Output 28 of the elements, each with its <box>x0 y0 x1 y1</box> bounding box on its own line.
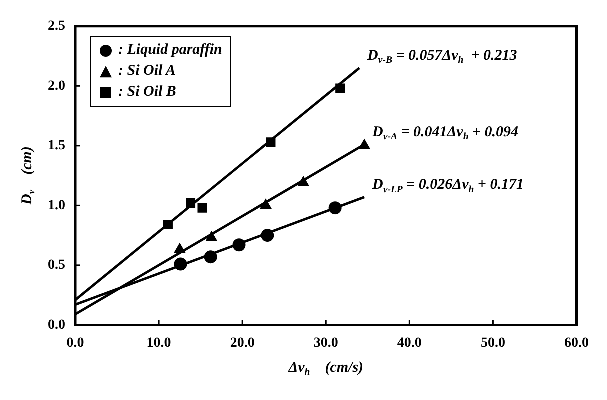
point <box>232 238 246 252</box>
point <box>328 202 342 215</box>
x-tick-label: 60.0 <box>564 336 589 352</box>
text: Dv (cm) <box>19 146 38 206</box>
legend-label: : Si Oil A <box>118 62 176 82</box>
x-tick-label: 10.0 <box>146 336 172 352</box>
y-tick-label: 2.0 <box>48 78 66 94</box>
x-tick-label: 30.0 <box>314 336 338 352</box>
legend-label: : Si Oil B <box>118 83 176 102</box>
x-tick-label: 20.0 <box>230 336 255 352</box>
point <box>260 199 272 210</box>
point <box>261 229 274 242</box>
x-tick-label: 50.0 <box>480 336 506 352</box>
point <box>336 84 346 94</box>
point <box>163 220 173 230</box>
x-tick-label: 40.0 <box>397 336 422 352</box>
y-tick-label: 1.5 <box>48 138 66 154</box>
point <box>174 258 188 271</box>
point <box>204 250 218 264</box>
y-tick-label: 2.5 <box>48 19 66 34</box>
x-tick-label: 0.0 <box>66 336 84 352</box>
y-tick-label: 0.5 <box>48 258 66 274</box>
point <box>198 203 208 213</box>
legend-label: : Liquid paraffin <box>118 41 222 60</box>
point <box>186 198 196 208</box>
y-tick-label: 0.0 <box>48 318 66 333</box>
point <box>266 138 276 148</box>
y-tick-label: 1.0 <box>48 198 66 214</box>
